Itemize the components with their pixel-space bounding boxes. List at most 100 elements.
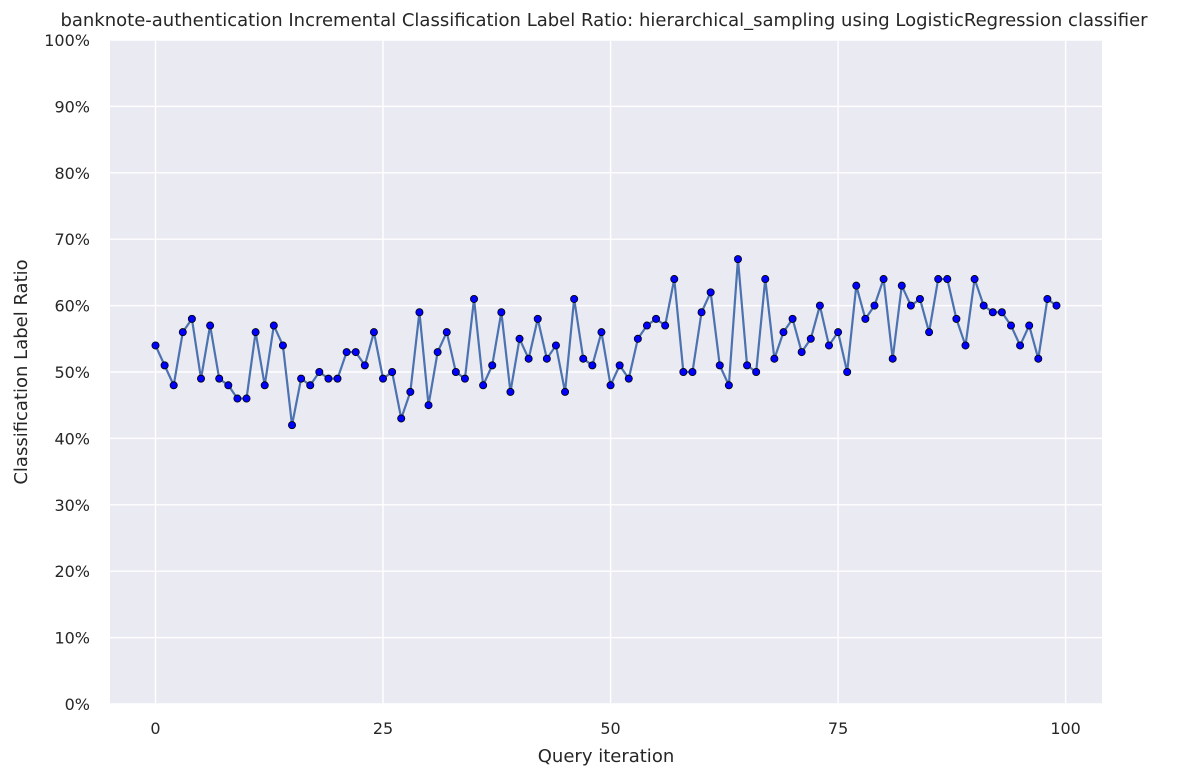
data-point	[151, 341, 160, 350]
data-point	[579, 354, 588, 363]
data-point	[1025, 321, 1034, 330]
data-point	[606, 381, 615, 390]
data-point	[197, 374, 206, 383]
x-tick-label: 50	[600, 719, 620, 738]
y-tick-label: 30%	[54, 496, 90, 515]
data-point	[342, 348, 351, 357]
data-point	[315, 367, 324, 376]
data-point	[1043, 294, 1052, 303]
x-tick-label: 0	[150, 719, 160, 738]
data-point	[215, 374, 224, 383]
data-point	[943, 275, 952, 284]
data-point	[169, 381, 178, 390]
data-point	[297, 374, 306, 383]
y-tick-label: 60%	[54, 297, 90, 316]
data-point	[915, 294, 924, 303]
data-point	[224, 381, 233, 390]
data-point	[251, 328, 260, 337]
data-point	[451, 367, 460, 376]
data-point	[870, 301, 879, 310]
data-point	[242, 394, 251, 403]
data-point	[824, 341, 833, 350]
data-point	[524, 354, 533, 363]
data-point	[233, 394, 242, 403]
data-point	[779, 328, 788, 337]
data-point	[988, 308, 997, 317]
data-point	[533, 314, 542, 323]
data-point	[397, 414, 406, 423]
data-point	[470, 294, 479, 303]
x-tick-label: 25	[373, 719, 393, 738]
y-tick-label: 0%	[65, 695, 90, 714]
x-axis-ticks: 0 25 50 75 100	[150, 719, 1080, 738]
data-point	[952, 314, 961, 323]
data-point	[406, 387, 415, 396]
data-point	[288, 421, 297, 430]
data-point	[852, 281, 861, 290]
data-point	[761, 275, 770, 284]
data-point	[460, 374, 469, 383]
y-tick-label: 90%	[54, 97, 90, 116]
y-tick-label: 50%	[54, 363, 90, 382]
data-point	[278, 341, 287, 350]
data-point	[570, 294, 579, 303]
data-point	[961, 341, 970, 350]
data-point	[561, 387, 570, 396]
data-point	[551, 341, 560, 350]
y-axis-label: Classification Label Ratio	[11, 259, 32, 484]
data-point	[633, 334, 642, 343]
x-tick-label: 75	[828, 719, 848, 738]
data-point	[706, 288, 715, 297]
data-point	[888, 354, 897, 363]
y-tick-label: 10%	[54, 629, 90, 648]
data-point	[724, 381, 733, 390]
data-point	[624, 374, 633, 383]
x-tick-label: 100	[1050, 719, 1081, 738]
data-point	[269, 321, 278, 330]
data-point	[743, 361, 752, 370]
data-point	[797, 348, 806, 357]
data-point	[752, 367, 761, 376]
data-point	[925, 328, 934, 337]
y-tick-label: 20%	[54, 562, 90, 581]
data-point	[206, 321, 215, 330]
y-tick-label: 80%	[54, 164, 90, 183]
y-tick-label: 40%	[54, 429, 90, 448]
data-point	[615, 361, 624, 370]
data-point	[497, 308, 506, 317]
data-point	[588, 361, 597, 370]
data-point	[306, 381, 315, 390]
data-point	[351, 348, 360, 357]
y-tick-label: 70%	[54, 230, 90, 249]
grid	[110, 39, 1102, 705]
data-point	[479, 381, 488, 390]
data-point	[697, 308, 706, 317]
data-point	[906, 301, 915, 310]
data-point	[160, 361, 169, 370]
data-point	[979, 301, 988, 310]
data-point	[433, 348, 442, 357]
data-point	[806, 334, 815, 343]
y-axis-ticks: 0% 10% 20% 30% 40% 50% 60% 70% 80% 90% 100%	[44, 31, 90, 714]
data-point	[834, 328, 843, 337]
data-point	[388, 367, 397, 376]
data-point	[542, 354, 551, 363]
data-point	[715, 361, 724, 370]
data-point	[879, 275, 888, 284]
data-point	[260, 381, 269, 390]
data-point	[415, 308, 424, 317]
data-point	[934, 275, 943, 284]
data-point	[642, 321, 651, 330]
data-point	[688, 367, 697, 376]
data-point	[652, 314, 661, 323]
data-point	[661, 321, 670, 330]
data-point	[679, 367, 688, 376]
data-point	[379, 374, 388, 383]
data-point	[997, 308, 1006, 317]
chart-title: banknote-authentication Incremental Clas…	[60, 10, 1148, 31]
data-point	[187, 314, 196, 323]
data-point	[1006, 321, 1015, 330]
data-point	[597, 328, 606, 337]
data-point	[788, 314, 797, 323]
